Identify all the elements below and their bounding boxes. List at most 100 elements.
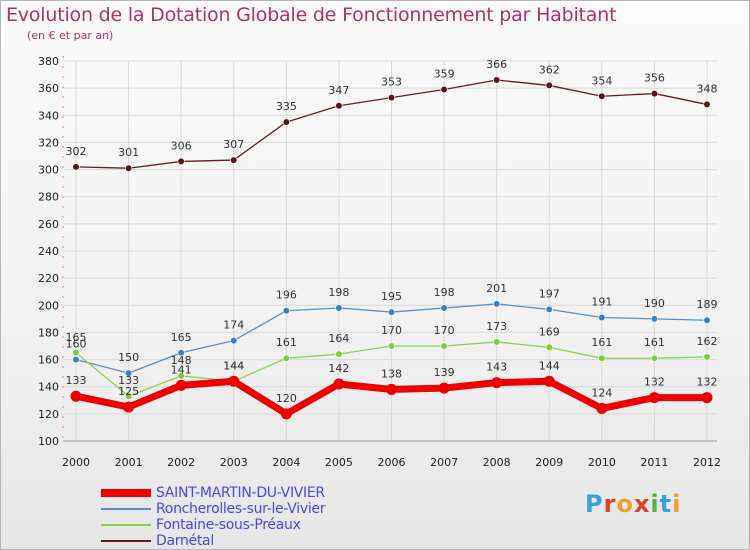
chart-subtitle: (en € et par an) (27, 29, 114, 42)
legend-label: SAINT-MARTIN-DU-VIVIER (156, 485, 325, 501)
data-point (596, 402, 608, 414)
data-point (648, 392, 660, 404)
data-label: 347 (328, 84, 349, 97)
logo-letter: r (603, 490, 617, 518)
data-point (175, 379, 187, 391)
legend-item: Fontaine-sous-Préaux (101, 517, 401, 533)
y-tick-label: 140 (38, 381, 59, 394)
y-tick-label: 180 (38, 326, 59, 339)
data-point (598, 313, 606, 322)
legend: SAINT-MARTIN-DU-VIVIER Roncherolles-sur-l… (101, 485, 401, 549)
data-label: 144 (223, 359, 244, 372)
data-point (177, 157, 185, 166)
data-point (493, 338, 501, 346)
data-label: 201 (486, 282, 507, 295)
data-label: 161 (644, 336, 665, 349)
data-label: 356 (644, 72, 665, 85)
data-label: 302 (66, 145, 87, 158)
data-label: 359 (434, 68, 455, 81)
chart-title: Evolution de la Dotation Globale de Fonc… (6, 4, 617, 26)
data-point (72, 163, 80, 171)
data-label: 143 (486, 361, 507, 374)
data-label: 197 (539, 287, 560, 300)
data-point (387, 308, 396, 316)
data-label: 335 (276, 100, 297, 113)
y-tick-label: 200 (38, 299, 59, 312)
data-label: 348 (697, 82, 718, 95)
legend-label: Roncherolles-sur-le-Vivier (156, 501, 326, 517)
data-label: 138 (381, 367, 402, 380)
data-point (333, 378, 345, 390)
data-point (545, 305, 553, 313)
data-label: 124 (591, 386, 612, 399)
data-point (335, 304, 343, 312)
data-point (493, 76, 501, 84)
data-label: 307 (223, 138, 244, 151)
data-point (440, 304, 448, 312)
logo-letter: i (650, 490, 660, 518)
data-label: 133 (118, 374, 139, 387)
y-tick-label: 320 (38, 136, 59, 149)
data-label: 144 (223, 359, 244, 372)
data-label: 161 (591, 336, 612, 349)
data-label: 162 (697, 335, 718, 348)
data-point (72, 349, 80, 357)
data-label: 196 (276, 289, 297, 302)
data-point (650, 89, 659, 98)
data-label: 165 (171, 331, 192, 344)
x-tick-label: 2003 (220, 456, 248, 469)
data-point (335, 350, 343, 358)
x-tick-label: 2009 (535, 456, 563, 469)
y-tick-label: 360 (38, 82, 59, 95)
logo-letter: t (659, 490, 673, 518)
x-tick-label: 2010 (588, 456, 616, 469)
data-point (650, 354, 659, 362)
data-label: 165 (66, 331, 87, 344)
data-label: 189 (697, 298, 718, 311)
data-point (230, 336, 238, 345)
legend-swatch (101, 540, 151, 542)
x-tick-label: 2004 (272, 456, 300, 469)
data-label: 354 (591, 74, 612, 87)
data-point (545, 81, 553, 90)
data-label: 132 (697, 376, 718, 389)
proxiti-logo: Proxiti (585, 490, 681, 518)
data-label: 190 (644, 297, 665, 310)
data-label: 301 (118, 146, 139, 159)
x-tick-label: 2002 (167, 456, 195, 469)
data-point (280, 408, 292, 420)
data-label: 195 (381, 290, 402, 303)
data-label: 120 (276, 392, 297, 405)
x-tick-label: 2000 (62, 456, 90, 469)
y-tick-label: 100 (38, 435, 59, 448)
data-point (123, 401, 135, 413)
y-tick-label: 380 (38, 55, 59, 68)
data-point (70, 390, 82, 402)
data-point (177, 372, 185, 380)
data-point (493, 300, 501, 308)
data-point (282, 118, 290, 126)
legend-swatch (101, 524, 151, 526)
data-label: 169 (539, 325, 560, 338)
x-tick-label: 2006 (378, 456, 406, 469)
data-point (543, 375, 555, 387)
data-point (282, 354, 290, 362)
data-label: 164 (328, 332, 349, 345)
logo-letter: i (672, 490, 682, 518)
legend-label: Fontaine-sous-Préaux (156, 517, 301, 533)
data-point (124, 392, 133, 400)
data-point (438, 382, 450, 394)
data-label: 132 (644, 376, 665, 389)
data-label: 191 (591, 296, 612, 309)
data-label: 198 (434, 286, 455, 299)
legend-item: Roncherolles-sur-le-Vivier (101, 501, 401, 517)
data-label: 170 (381, 324, 402, 337)
data-point (701, 392, 713, 404)
data-point (491, 377, 503, 389)
legend-swatch (101, 508, 151, 510)
x-tick-label: 2012 (693, 456, 721, 469)
data-point (72, 355, 80, 364)
data-point (703, 353, 711, 361)
data-label: 141 (171, 363, 192, 376)
data-label: 173 (486, 320, 507, 333)
